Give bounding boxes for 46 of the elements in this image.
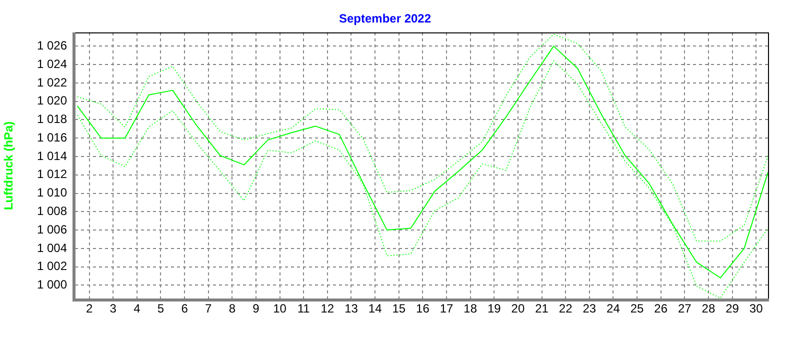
x-tick-label: 14 [368,302,382,316]
x-tick-label: 18 [464,302,478,316]
y-tick-label: 1 022 [36,75,68,90]
x-tick-label: 21 [535,302,549,316]
x-tick-label: 20 [511,302,525,316]
y-tick-label: 1 012 [36,167,68,182]
y-tick-label: 1 026 [36,38,68,52]
y-tick-label: 1 016 [36,130,68,144]
y-tick-label: 1 002 [36,259,68,274]
y-tick-label: 1 008 [36,204,68,218]
x-tick-label: 5 [157,302,164,316]
y-axis-title: Luftdruck (hPa) [2,121,16,210]
x-tick-label: 3 [110,302,117,316]
x-tick-label: 29 [726,302,740,316]
y-tick-label: 1 014 [36,148,68,163]
x-tick-label: 25 [630,302,644,316]
y-tick-label: 1 006 [36,222,68,236]
x-tick-label: 12 [320,302,334,316]
x-tick-label: 30 [749,302,764,316]
x-tick-label: 13 [344,302,358,316]
x-tick-label: 26 [654,302,668,316]
y-tick-label: 1 010 [36,186,68,200]
x-tick-label: 11 [297,302,310,316]
x-tick-label: 17 [440,302,454,316]
x-tick-label: 6 [181,302,188,316]
x-tick-label: 10 [273,302,287,316]
chart-title: September 2022 [338,12,432,26]
y-tick-label: 1 020 [36,94,68,108]
x-tick-label: 16 [416,302,430,316]
x-tick-label: 2 [86,302,93,316]
y-tick-label: 1 024 [36,56,68,71]
x-tick-label: 28 [702,302,716,316]
y-tick-label: 1 004 [36,240,68,255]
x-tick-label: 4 [134,302,141,316]
x-tick-label: 19 [487,302,502,316]
x-tick-label: 27 [678,302,692,316]
x-tick-label: 7 [205,302,212,316]
line-series [76,34,768,242]
y-tick-label: 1 018 [36,112,68,126]
y-tick-label: 1 000 [36,278,68,292]
x-tick-label: 24 [606,302,620,316]
x-tick-label: 22 [558,302,573,316]
x-tick-label: 15 [392,302,406,316]
x-tick-label: 23 [582,302,596,316]
x-tick-label: 9 [252,302,260,316]
x-tick-label: 8 [228,302,236,316]
